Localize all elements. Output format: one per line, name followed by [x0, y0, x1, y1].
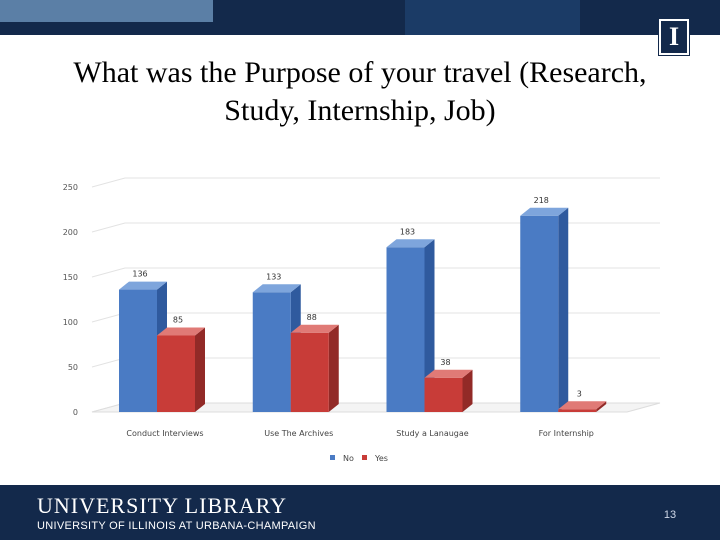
x-tick-label: Conduct Interviews	[126, 429, 203, 438]
y-tick-label: 250	[63, 183, 78, 192]
x-tick-label: Study a Lanaugae	[396, 429, 468, 438]
bar-side	[328, 324, 339, 412]
bar-top	[290, 324, 339, 333]
bar-value-label: 183	[400, 227, 415, 236]
footer-bar: UNIVERSITY LIBRARY UNIVERSITY OF ILLINOI…	[0, 485, 720, 540]
y-tick-label: 0	[73, 408, 78, 417]
bar-top	[558, 401, 607, 410]
bar-top	[386, 239, 435, 248]
legend-label: No	[343, 454, 354, 463]
bar-top	[119, 281, 167, 290]
y-tick-label: 150	[63, 273, 78, 282]
bar-value-label: 218	[534, 196, 549, 205]
x-tick-label: For Internship	[539, 429, 594, 438]
footer-university-name: UNIVERSITY OF ILLINOIS AT URBANA-CHAMPAI…	[37, 520, 316, 532]
bar-value-label: 136	[132, 270, 147, 279]
bar-value-label: 85	[173, 316, 183, 325]
bar-no	[520, 215, 559, 412]
y-tick-label: 200	[63, 228, 78, 237]
bar-top	[252, 284, 301, 293]
page-number: 13	[663, 509, 677, 521]
slide-title: What was the Purpose of your travel (Res…	[73, 56, 647, 127]
legend-label: Yes	[374, 454, 388, 463]
bar-yes	[290, 332, 329, 412]
bar-yes	[424, 377, 463, 412]
bar-chart: 0 50 100 150 200 250 136 85 Conduct Interviews 13…	[63, 177, 661, 463]
bar-value-label: 133	[266, 272, 281, 281]
bar-top	[520, 207, 569, 216]
bar-side	[424, 239, 435, 412]
legend-swatch	[362, 455, 367, 460]
bar-no	[252, 292, 291, 412]
bar-side	[558, 207, 569, 412]
bar-side	[462, 369, 473, 412]
gridline-side	[91, 222, 126, 233]
bar-value-label: 88	[307, 313, 317, 322]
y-tick-label: 50	[68, 363, 78, 372]
bar-yes	[157, 335, 195, 412]
bar-yes	[558, 409, 597, 412]
bar-value-label: 3	[577, 389, 582, 398]
bar-top	[157, 327, 205, 336]
gridline-side	[91, 177, 126, 188]
bar-side	[596, 401, 607, 412]
banner-segment-light	[0, 0, 213, 22]
illinois-logo-icon: I	[659, 19, 689, 55]
x-tick-label: Use The Archives	[264, 429, 333, 438]
bar-no	[386, 247, 425, 412]
bar-side	[195, 327, 205, 412]
bar-value-label: 38	[440, 358, 450, 367]
bar-top	[424, 369, 473, 378]
legend-swatch	[330, 455, 335, 460]
footer-library-name: UNIVERSITY LIBRARY	[37, 493, 288, 518]
banner-segment-mid	[405, 0, 580, 35]
gridline-side	[91, 267, 126, 278]
y-tick-label: 100	[63, 318, 78, 327]
bar-no	[119, 289, 157, 412]
top-banner	[0, 0, 720, 35]
